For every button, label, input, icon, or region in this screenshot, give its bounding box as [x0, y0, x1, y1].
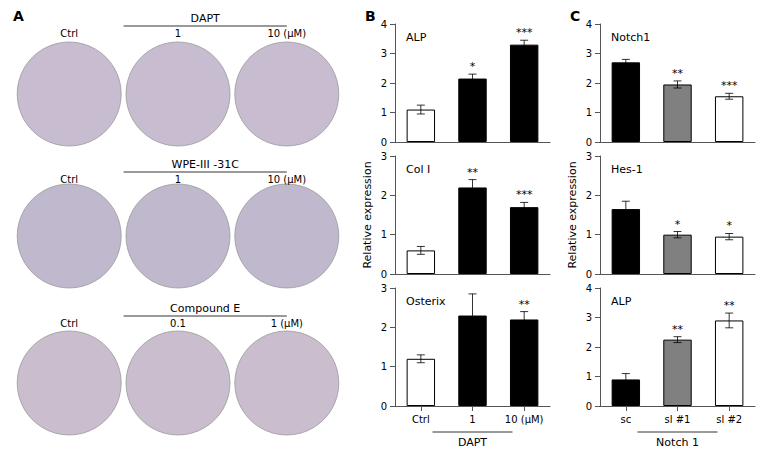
svg-text:2: 2 [586, 342, 592, 353]
svg-text:2: 2 [381, 190, 387, 201]
svg-text:0.1: 0.1 [170, 318, 186, 329]
svg-text:0: 0 [381, 401, 387, 412]
svg-text:*: * [470, 60, 476, 73]
svg-text:2: 2 [381, 322, 387, 333]
svg-text:3: 3 [586, 312, 592, 323]
svg-text:DAPT: DAPT [191, 12, 220, 25]
svg-text:2: 2 [381, 78, 387, 89]
svg-text:B: B [365, 8, 376, 24]
svg-text:Notch 1: Notch 1 [656, 436, 699, 449]
svg-text:Compound E: Compound E [170, 302, 240, 315]
svg-text:A: A [13, 8, 24, 24]
svg-text:1: 1 [586, 371, 592, 382]
svg-text:sc: sc [620, 414, 631, 425]
svg-text:1: 1 [586, 107, 592, 118]
svg-text:***: *** [516, 26, 533, 39]
svg-text:**: ** [672, 67, 684, 80]
svg-text:WPE-III -31C: WPE-III -31C [172, 158, 240, 171]
svg-text:0: 0 [586, 269, 592, 280]
svg-text:sl #2: sl #2 [716, 414, 742, 425]
svg-text:1: 1 [469, 414, 475, 425]
svg-text:4: 4 [586, 19, 592, 30]
svg-text:DAPT: DAPT [458, 436, 487, 449]
svg-text:0: 0 [381, 137, 387, 148]
svg-text:***: *** [721, 79, 738, 92]
svg-text:1: 1 [586, 229, 592, 240]
svg-text:C: C [570, 8, 580, 24]
svg-text:Notch1: Notch1 [611, 31, 650, 44]
svg-text:4: 4 [586, 283, 592, 294]
svg-text:ALP: ALP [611, 295, 632, 308]
svg-text:0: 0 [381, 269, 387, 280]
svg-text:0: 0 [586, 401, 592, 412]
svg-text:**: ** [724, 299, 736, 312]
svg-text:1: 1 [381, 229, 387, 240]
svg-text:3: 3 [586, 48, 592, 59]
svg-text:Osterix: Osterix [406, 295, 446, 308]
svg-text:Relative expression: Relative expression [566, 161, 579, 268]
svg-text:Ctrl: Ctrl [412, 414, 430, 425]
svg-text:2: 2 [586, 78, 592, 89]
svg-text:Ctrl: Ctrl [60, 28, 78, 39]
svg-text:3: 3 [381, 151, 387, 162]
svg-text:1 (μM): 1 (μM) [271, 318, 303, 329]
svg-text:**: ** [519, 298, 531, 311]
svg-text:10 (μM): 10 (μM) [505, 414, 544, 425]
svg-text:3: 3 [381, 283, 387, 294]
svg-text:Ctrl: Ctrl [60, 318, 78, 329]
svg-text:1: 1 [175, 28, 181, 39]
svg-text:*: * [675, 218, 681, 231]
svg-text:10 (μM): 10 (μM) [267, 174, 306, 185]
svg-text:4: 4 [381, 19, 387, 30]
svg-text:ALP: ALP [406, 31, 427, 44]
svg-text:**: ** [467, 166, 479, 179]
svg-text:*: * [726, 219, 732, 232]
svg-text:**: ** [672, 323, 684, 336]
svg-text:Col I: Col I [406, 163, 430, 176]
svg-text:2: 2 [586, 190, 592, 201]
svg-text:10 (μM): 10 (μM) [267, 28, 306, 39]
svg-text:***: *** [516, 188, 533, 201]
svg-text:3: 3 [586, 151, 592, 162]
svg-text:1: 1 [381, 107, 387, 118]
svg-text:1: 1 [381, 361, 387, 372]
svg-text:Hes-1: Hes-1 [611, 163, 643, 176]
svg-text:0: 0 [586, 137, 592, 148]
svg-text:Ctrl: Ctrl [60, 174, 78, 185]
svg-text:Relative expression: Relative expression [361, 161, 374, 268]
svg-text:3: 3 [381, 48, 387, 59]
svg-text:1: 1 [175, 174, 181, 185]
svg-text:sl #1: sl #1 [665, 414, 691, 425]
